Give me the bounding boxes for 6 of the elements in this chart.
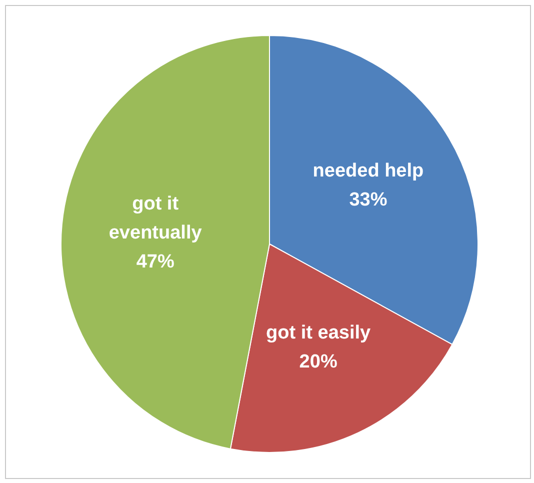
- slice-label: got it easily: [266, 322, 372, 344]
- data-label: 20%: [299, 351, 338, 372]
- data-label: 33%: [349, 189, 388, 210]
- data-label: 47%: [136, 251, 174, 272]
- slice-label: got it eventually: [108, 193, 202, 244]
- slice-label: needed help: [312, 160, 424, 182]
